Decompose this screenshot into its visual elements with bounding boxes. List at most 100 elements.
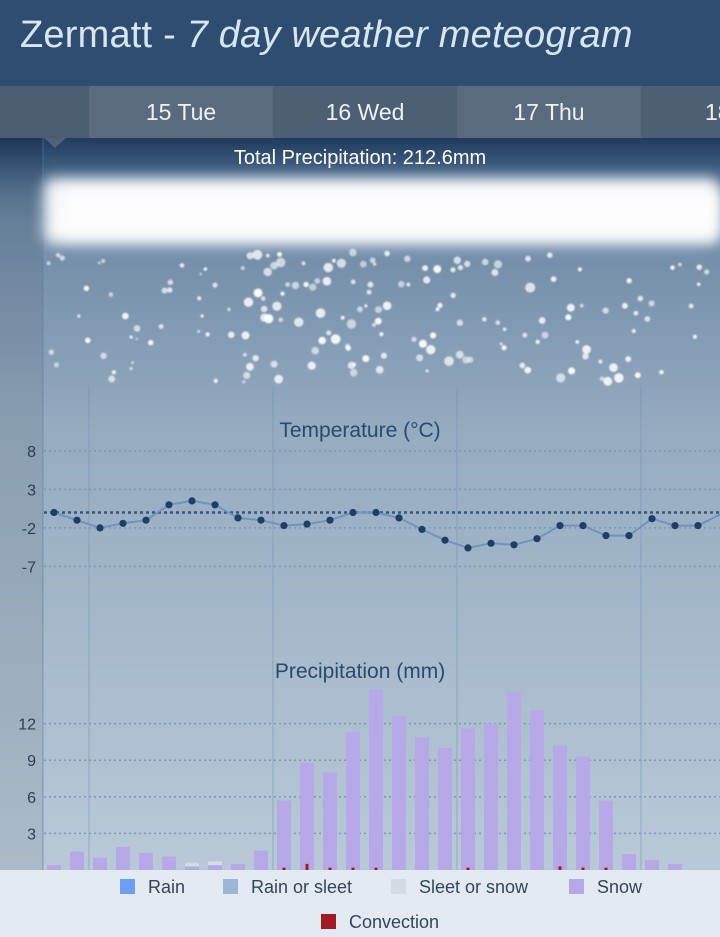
snowflake bbox=[626, 278, 632, 284]
snowflake bbox=[122, 312, 129, 320]
snowflake bbox=[197, 296, 202, 301]
snowflake bbox=[148, 340, 154, 346]
snowflake bbox=[481, 258, 489, 266]
tab-15-tue[interactable]: 15 Tue bbox=[89, 86, 273, 138]
snowflake bbox=[46, 261, 51, 266]
snowflake bbox=[670, 265, 675, 270]
precipitation-tick-label: 12 bbox=[18, 717, 36, 734]
snowflake bbox=[462, 356, 470, 364]
snowflake bbox=[242, 380, 246, 384]
snowflake bbox=[582, 353, 589, 360]
snowflake bbox=[525, 282, 536, 293]
temperature-point bbox=[349, 508, 357, 517]
snowflake bbox=[538, 317, 546, 324]
snowflake bbox=[482, 317, 487, 322]
snowflake bbox=[678, 262, 682, 267]
snowflake bbox=[77, 314, 81, 318]
snowflake bbox=[326, 330, 332, 336]
sleet-or-snow-bar bbox=[208, 861, 222, 866]
snowflake bbox=[85, 337, 91, 344]
snowflake bbox=[423, 276, 431, 284]
snowflake bbox=[450, 267, 456, 273]
snowflake bbox=[369, 257, 376, 264]
snowflake bbox=[444, 356, 454, 366]
snow-bar bbox=[438, 748, 452, 870]
snowflake bbox=[598, 359, 603, 364]
snowflake bbox=[366, 289, 372, 295]
snow-bar bbox=[208, 865, 222, 870]
snowflake bbox=[375, 365, 384, 374]
tab-18[interactable]: 18 bbox=[641, 86, 720, 138]
snowflake bbox=[577, 267, 582, 272]
snowflake bbox=[346, 319, 357, 329]
convection-bar bbox=[466, 867, 470, 870]
snowflake bbox=[330, 334, 341, 345]
tab-17-thu[interactable]: 17 Thu bbox=[457, 86, 641, 138]
snowflake bbox=[349, 368, 358, 377]
tab-blank bbox=[0, 86, 89, 138]
snowflake bbox=[253, 288, 263, 298]
snowflake bbox=[272, 301, 282, 311]
snowflake bbox=[625, 356, 632, 362]
snow-bar bbox=[139, 852, 153, 870]
snowflake bbox=[263, 267, 272, 277]
convection-bar bbox=[351, 867, 355, 870]
temperature-point bbox=[464, 544, 472, 552]
snowflake bbox=[129, 366, 133, 371]
snowflake bbox=[602, 307, 609, 314]
snowflake bbox=[274, 374, 283, 384]
snow-bar bbox=[116, 846, 130, 870]
snowflake bbox=[696, 264, 703, 270]
snowflakes bbox=[46, 248, 710, 386]
snowflake bbox=[579, 303, 584, 308]
snowflake bbox=[111, 370, 116, 375]
temperature-point bbox=[418, 525, 426, 533]
snowflake bbox=[455, 350, 464, 359]
temperature-point bbox=[188, 497, 196, 505]
snowflake bbox=[565, 314, 572, 321]
temperature-point bbox=[50, 508, 58, 517]
snowflake bbox=[373, 262, 377, 266]
snow-bar bbox=[553, 745, 567, 870]
snowflake bbox=[332, 258, 336, 263]
snowflake bbox=[83, 285, 90, 291]
snowflake bbox=[322, 276, 332, 286]
snowflake bbox=[108, 375, 116, 383]
snowflake bbox=[309, 283, 317, 291]
snow-bar bbox=[323, 772, 337, 870]
snowflake bbox=[609, 363, 618, 372]
snowflake bbox=[278, 317, 284, 323]
temperature-point bbox=[671, 522, 679, 530]
temperature-point bbox=[625, 532, 633, 540]
temperature-point bbox=[326, 516, 334, 524]
snowflake bbox=[360, 260, 367, 268]
snowflake bbox=[525, 255, 531, 262]
snowflake bbox=[493, 260, 503, 269]
snowflake bbox=[406, 282, 411, 287]
temperature-title: Temperature (°C) bbox=[279, 419, 440, 442]
snowflake bbox=[495, 320, 501, 326]
snowflake bbox=[301, 261, 306, 266]
snowflake bbox=[633, 310, 639, 316]
snow-bar bbox=[392, 716, 406, 870]
snowflake bbox=[318, 336, 327, 345]
snowflake bbox=[167, 279, 174, 286]
temperature-point bbox=[119, 519, 127, 527]
legend-swatch-snow bbox=[569, 879, 584, 894]
temperature-point bbox=[556, 522, 564, 530]
snowflake bbox=[550, 276, 557, 282]
snowflake bbox=[659, 370, 664, 375]
snow-bar bbox=[277, 800, 291, 870]
convection-bar bbox=[558, 866, 562, 870]
temperature-points bbox=[50, 497, 702, 552]
snowflake bbox=[450, 292, 456, 299]
snowflake bbox=[241, 331, 250, 340]
snowflake bbox=[344, 343, 351, 349]
snow-cloud bbox=[44, 178, 720, 244]
snowflake bbox=[246, 362, 254, 371]
snowflake bbox=[541, 331, 549, 339]
snowflake bbox=[203, 267, 208, 271]
tab-16-wed[interactable]: 16 Wed bbox=[273, 86, 457, 138]
snow-bar bbox=[70, 851, 84, 870]
temperature-tick-label: -2 bbox=[22, 521, 36, 538]
